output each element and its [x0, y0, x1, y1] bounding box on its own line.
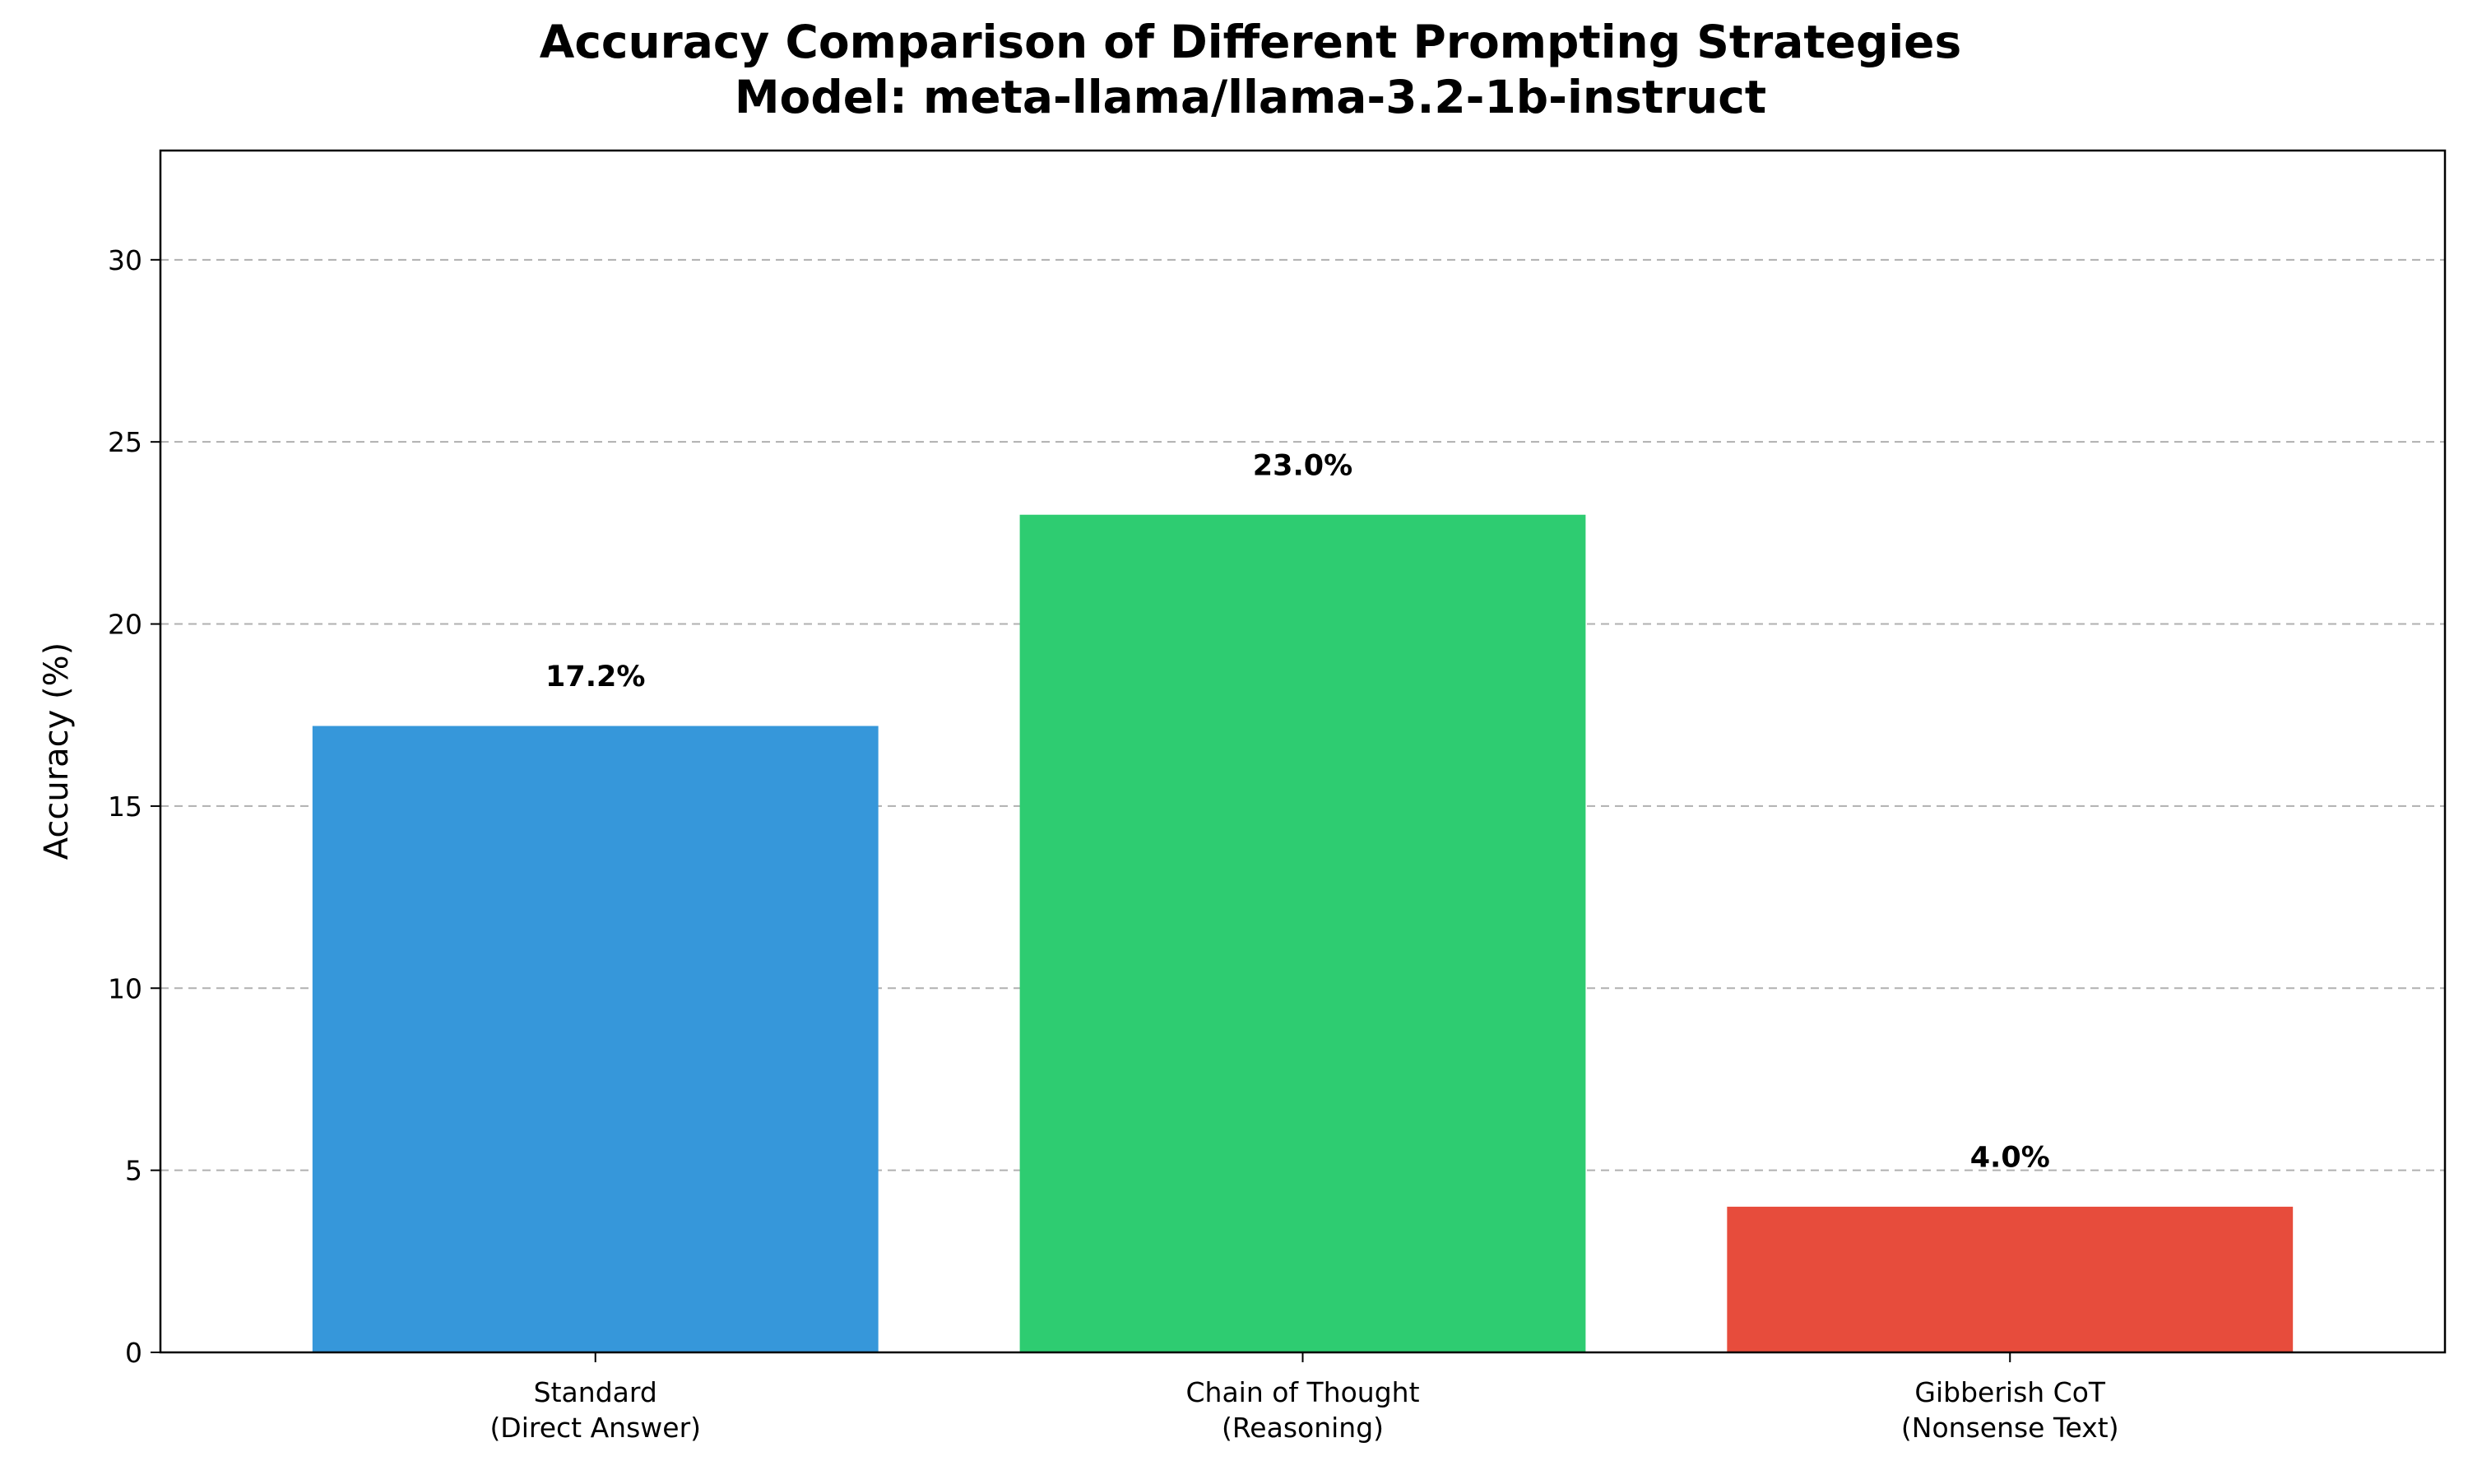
y-axis-label: Accuracy (%) — [38, 642, 76, 860]
bar-value-label: 17.2% — [545, 661, 645, 693]
bars — [312, 514, 2294, 1352]
chart-title-line-2: Model: meta-llama/llama-3.2-1b-instruct — [735, 71, 1766, 123]
x-tick-label: Gibberish CoT — [1914, 1376, 2106, 1408]
x-tick-label: (Reasoning) — [1222, 1412, 1384, 1444]
y-tick-label: 10 — [108, 972, 142, 1004]
plot-area-frame — [159, 149, 2447, 1354]
x-tick-label: Standard — [534, 1376, 657, 1408]
bar — [1019, 514, 1586, 1352]
y-tick-label: 20 — [108, 609, 142, 641]
y-axis-ticks: 0 5 10 15 20 25 30 — [108, 244, 160, 1369]
chart-title: Accuracy Comparison of Different Prompti… — [540, 16, 1961, 123]
x-tick-label: Chain of Thought — [1185, 1376, 1419, 1408]
bar-value-label: 4.0% — [1970, 1142, 2050, 1175]
bar — [312, 726, 879, 1352]
y-tick-label: 15 — [108, 791, 142, 823]
x-axis-ticks: Standard (Direct Answer) Chain of Thought (… — [489, 1352, 2119, 1444]
x-tick-label: (Nonsense Text) — [1901, 1412, 2119, 1444]
y-tick-label: 5 — [125, 1155, 142, 1187]
bar-value-label: 23.0% — [1253, 449, 1352, 482]
y-tick-label: 25 — [108, 426, 142, 458]
bar-value-labels: 17.2% 23.0% 4.0% — [545, 449, 2050, 1174]
x-tick-label: (Direct Answer) — [489, 1412, 701, 1444]
y-tick-label: 30 — [108, 244, 142, 276]
chart-title-line-1: Accuracy Comparison of Different Prompti… — [540, 16, 1961, 68]
y-tick-label: 0 — [125, 1337, 142, 1369]
bar — [1727, 1206, 2294, 1352]
